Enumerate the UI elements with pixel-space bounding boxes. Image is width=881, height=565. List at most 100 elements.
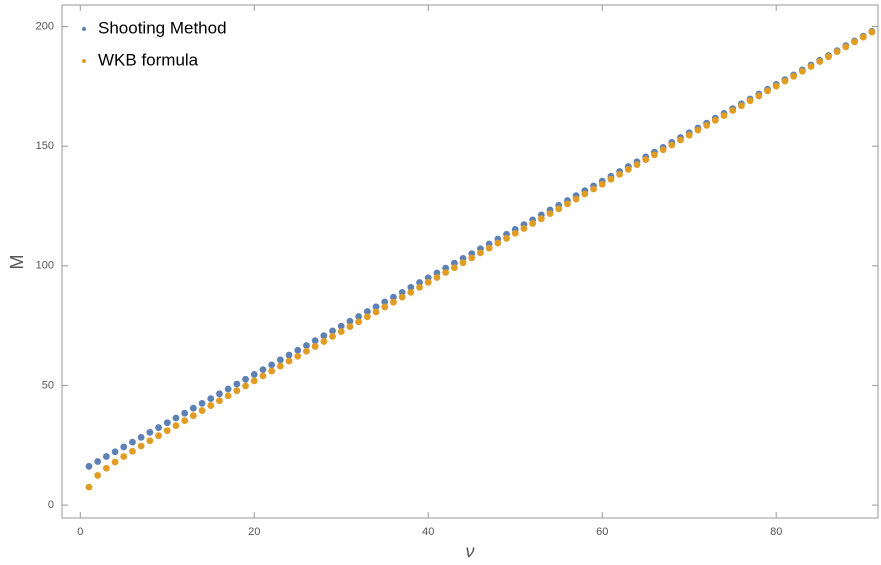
- point: [398, 288, 406, 296]
- point: [303, 347, 310, 355]
- point: [598, 180, 606, 188]
- point: [172, 422, 180, 430]
- point: [825, 53, 832, 61]
- point: [494, 239, 502, 247]
- point: [851, 38, 858, 46]
- point: [764, 87, 771, 95]
- point: [337, 328, 345, 336]
- point: [842, 43, 850, 51]
- point: [651, 151, 658, 159]
- point: [711, 116, 719, 124]
- x-tick-label: 80: [770, 526, 782, 538]
- point: [511, 229, 519, 237]
- point: [372, 303, 380, 311]
- point: [459, 259, 467, 267]
- point: [798, 67, 806, 75]
- point: [485, 244, 493, 252]
- point: [285, 357, 293, 365]
- point: [746, 97, 754, 105]
- point: [163, 419, 171, 427]
- point: [276, 356, 284, 364]
- point: [816, 58, 824, 65]
- point: [120, 453, 128, 460]
- point: [329, 327, 336, 335]
- point: [642, 156, 650, 163]
- point: [259, 372, 267, 380]
- point: [555, 205, 563, 213]
- point: [833, 48, 841, 56]
- point: [137, 433, 145, 441]
- point: [659, 146, 667, 154]
- point: [355, 313, 363, 320]
- point: [529, 220, 537, 227]
- point: [616, 171, 624, 178]
- point: [294, 352, 302, 360]
- point: [329, 332, 336, 340]
- point: [85, 483, 93, 491]
- point: [372, 308, 380, 316]
- point: [285, 351, 293, 359]
- point: [137, 442, 145, 450]
- x-tick-label: 0: [77, 526, 83, 538]
- point: [337, 322, 345, 330]
- point: [155, 424, 162, 431]
- point: [581, 190, 589, 198]
- point: [216, 390, 223, 398]
- point: [198, 407, 206, 414]
- point: [677, 136, 684, 144]
- point: [694, 126, 702, 134]
- point: [276, 362, 284, 370]
- point: [181, 417, 189, 425]
- point: [155, 432, 162, 440]
- point: [111, 458, 119, 466]
- point: [720, 112, 728, 119]
- y-tick-label: 200: [36, 20, 54, 32]
- point: [189, 404, 197, 412]
- point: [416, 283, 423, 291]
- point: [790, 72, 798, 80]
- point: [807, 63, 815, 70]
- point: [181, 409, 189, 417]
- point: [363, 313, 371, 321]
- point: [216, 397, 223, 405]
- point: [346, 317, 354, 325]
- point: [129, 438, 136, 446]
- point: [242, 382, 249, 390]
- point: [755, 92, 763, 100]
- point: [303, 342, 310, 349]
- point: [668, 141, 676, 149]
- point: [207, 395, 215, 403]
- point: [407, 283, 415, 291]
- point: [172, 414, 180, 422]
- point: [207, 402, 215, 409]
- point: [772, 82, 780, 90]
- point: [320, 332, 328, 340]
- point: [363, 308, 371, 315]
- point: [703, 121, 711, 129]
- point: [146, 437, 154, 445]
- point: [146, 428, 154, 436]
- legend-marker: [82, 27, 86, 31]
- point: [416, 279, 423, 286]
- point: [259, 366, 267, 374]
- point: [503, 234, 510, 242]
- point: [381, 298, 389, 306]
- legend-label: Shooting Method: [98, 18, 227, 37]
- point: [520, 225, 528, 232]
- point: [268, 367, 276, 375]
- x-tick-label: 40: [422, 526, 434, 538]
- point: [129, 447, 136, 455]
- x-tick-label: 60: [596, 526, 608, 538]
- point: [868, 28, 876, 36]
- y-axis-label: M: [7, 255, 27, 270]
- point: [250, 371, 258, 378]
- point: [407, 288, 415, 296]
- point: [781, 77, 789, 85]
- point: [268, 361, 276, 369]
- point: [424, 278, 432, 286]
- point: [294, 346, 302, 354]
- point: [163, 427, 171, 435]
- plot-frame: [61, 4, 879, 519]
- point: [398, 293, 406, 301]
